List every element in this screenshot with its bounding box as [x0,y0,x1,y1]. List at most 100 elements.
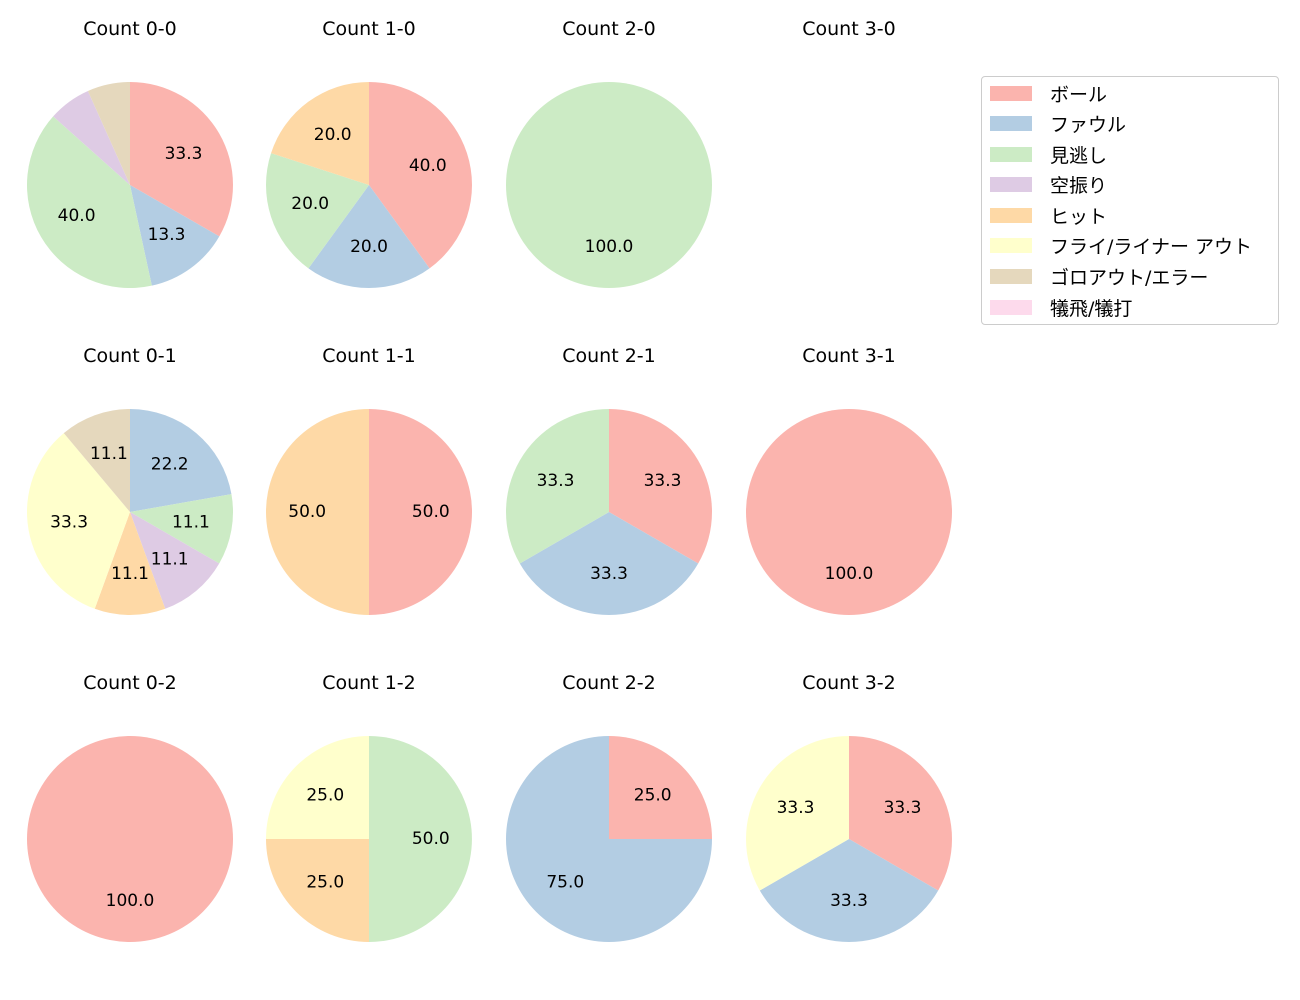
pie-value-label: 40.0 [58,206,96,226]
pie-value-label: 33.3 [590,564,628,584]
legend: ボール ファウル 見逃し 空振り ヒット フライ/ライナー アウト ゴロアウト/… [981,76,1279,325]
pie-slice [130,82,233,237]
pie-chart: Count 3-1 100.0 [746,345,952,615]
legend-item-foul: ファウル [990,111,1127,136]
pie-value-label: 33.3 [644,471,682,491]
legend-label: 犠飛/犠打 [1050,297,1133,320]
pie-slice [266,736,369,839]
pie-title: Count 1-1 [322,345,416,367]
pie-value-label: 11.1 [151,549,189,569]
legend-item-sacrifice: 犠飛/犠打 [990,295,1133,320]
pie-slice [745,736,849,891]
pie-chart: Count 1-1 50.0 50.0 [266,345,472,615]
legend-item-swinging-strike: 空振り [990,172,1108,197]
pie-slice [266,839,369,942]
pie-title: Count 2-0 [562,18,656,40]
pie-slice [63,409,130,512]
pie-value-label: 25.0 [306,873,344,893]
legend-label: フライ/ライナー アウト [1050,235,1253,258]
legend-swatch [990,268,1032,284]
pie-slice [609,736,712,839]
legend-swatch [990,299,1032,315]
pie-value-label: 100.0 [825,564,874,584]
pie-slice [94,512,166,615]
pie-value-label: 25.0 [306,785,344,805]
pie-slice [746,409,952,615]
pie-value-label: 100.0 [106,891,155,911]
pie-slice [130,494,233,564]
pie-chart: Count 1-0 40.0 20.0 20.0 20.0 [266,18,472,288]
pie-slice [369,736,472,942]
pie-slice [130,185,220,286]
legend-label: ファウル [1050,113,1127,136]
pie-title: Count 3-0 [802,18,896,40]
pie-chart: Count 0-2 100.0 [27,672,233,942]
pie-slice [609,409,712,564]
legend-item-ball: ボール [990,81,1108,106]
pie-chart: Count 2-2 25.0 75.0 [506,672,712,942]
pie-slice [266,153,369,269]
pie-title: Count 0-1 [83,345,177,367]
pie-slice [369,409,472,615]
legend-item-hit: ヒット [990,203,1108,228]
legend-swatch [990,237,1032,253]
legend-swatch [990,115,1032,131]
legend-swatch [990,176,1032,192]
pie-chart: Count 1-2 50.0 25.0 25.0 [266,672,472,942]
pie-chart: Count 2-0 100.0 [506,18,712,288]
pie-slice [506,409,609,564]
pie-value-label: 33.3 [884,798,922,818]
pie-chart: Count 3-2 33.3 33.3 33.3 [745,672,952,942]
pie-title: Count 0-2 [83,672,177,694]
pie-chart: Count 3-0 [802,18,896,40]
pie-value-label: 22.2 [151,455,189,475]
legend-swatch [990,85,1032,101]
pie-slice [506,736,712,942]
pie-value-label: 11.1 [90,444,128,464]
pie-title: Count 0-0 [83,18,177,40]
pie-chart: Count 0-0 33.3 13.3 40.0 [26,18,233,289]
pie-slice [849,736,952,891]
pie-title: Count 3-2 [802,672,896,694]
pie-value-label: 33.3 [777,798,815,818]
pie-slice [271,82,369,185]
pie-value-label: 33.3 [537,471,575,491]
pie-chart: Count 2-1 33.3 33.3 33.3 [506,345,712,615]
pie-value-label: 33.3 [830,891,868,911]
pie-title: Count 1-2 [322,672,416,694]
legend-label: ボール [1050,83,1108,106]
pie-value-label: 13.3 [148,225,186,245]
pie-slice [87,82,130,185]
pie-title: Count 2-1 [562,345,656,367]
pie-value-label: 33.3 [165,144,203,164]
pie-slice [27,736,233,942]
pie-value-label: 50.0 [288,502,326,522]
pie-chart: Count 0-122.211.111.111.133.311.1 [27,345,233,615]
pie-value-label: 33.3 [50,513,88,533]
pie-value-label: 50.0 [412,502,450,522]
pie-value-label: 20.0 [350,237,388,257]
legend-label: ヒット [1050,205,1108,228]
legend-swatch [990,207,1032,223]
pie-value-label: 100.0 [585,237,634,257]
pie-slice [27,433,130,609]
pie-value-label: 50.0 [412,829,450,849]
legend-label: 空振り [1050,174,1108,197]
pie-value-label: 40.0 [409,156,447,176]
pie-slice [130,409,232,512]
pie-slice [759,839,939,942]
pie-slice [53,90,130,185]
pie-slice [506,82,712,288]
pie-slice [266,409,369,615]
pie-slice [369,82,472,269]
pie-slice [130,512,220,609]
pie-value-label: 20.0 [291,194,329,214]
pie-slice [519,512,699,615]
legend-swatch [990,146,1032,162]
pie-title: Count 3-1 [802,345,896,367]
legend-label: ゴロアウト/エラー [1050,266,1209,289]
legend-item-groundout-error: ゴロアウト/エラー [990,264,1209,289]
pie-title: Count 2-2 [562,672,656,694]
pie-slice [308,185,430,288]
